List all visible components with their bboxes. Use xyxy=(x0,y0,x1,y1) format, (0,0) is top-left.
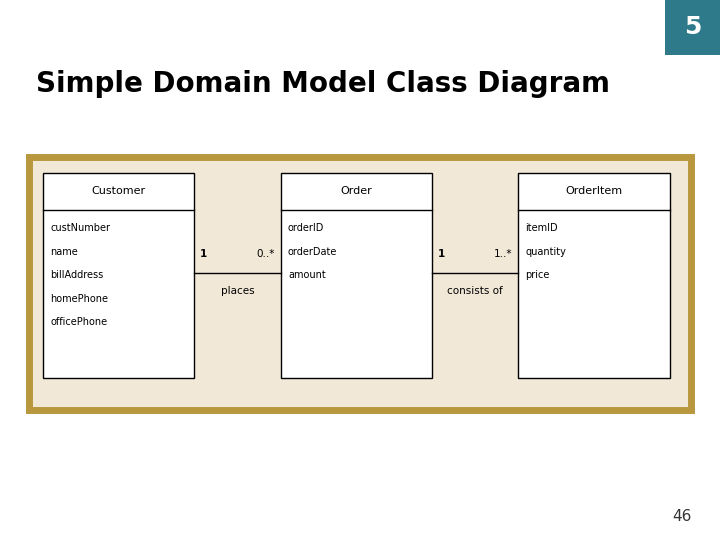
Text: quantity: quantity xyxy=(526,247,567,256)
Text: 1..*: 1..* xyxy=(494,249,513,259)
Text: places: places xyxy=(221,286,254,296)
Text: consists of: consists of xyxy=(447,286,503,296)
Text: itemID: itemID xyxy=(526,223,558,233)
Text: Customer: Customer xyxy=(91,186,146,196)
Text: 1: 1 xyxy=(200,249,207,259)
Text: OrderItem: OrderItem xyxy=(565,186,623,196)
Bar xyxy=(281,173,432,378)
Text: name: name xyxy=(50,247,78,256)
Text: homePhone: homePhone xyxy=(50,294,109,304)
Text: amount: amount xyxy=(288,271,325,280)
Text: orderDate: orderDate xyxy=(288,247,338,256)
Text: 0..*: 0..* xyxy=(256,249,275,259)
Text: Order: Order xyxy=(341,186,372,196)
Text: 46: 46 xyxy=(672,509,691,524)
Text: price: price xyxy=(526,271,550,280)
Text: 5: 5 xyxy=(684,16,701,39)
Text: billAddress: billAddress xyxy=(50,271,104,280)
Text: custNumber: custNumber xyxy=(50,223,110,233)
Text: officePhone: officePhone xyxy=(50,318,107,327)
Bar xyxy=(29,157,691,410)
Bar xyxy=(43,173,194,378)
Text: orderID: orderID xyxy=(288,223,325,233)
Bar xyxy=(518,173,670,378)
Text: Simple Domain Model Class Diagram: Simple Domain Model Class Diagram xyxy=(36,70,610,98)
Text: 1: 1 xyxy=(438,249,445,259)
Bar xyxy=(665,0,720,55)
